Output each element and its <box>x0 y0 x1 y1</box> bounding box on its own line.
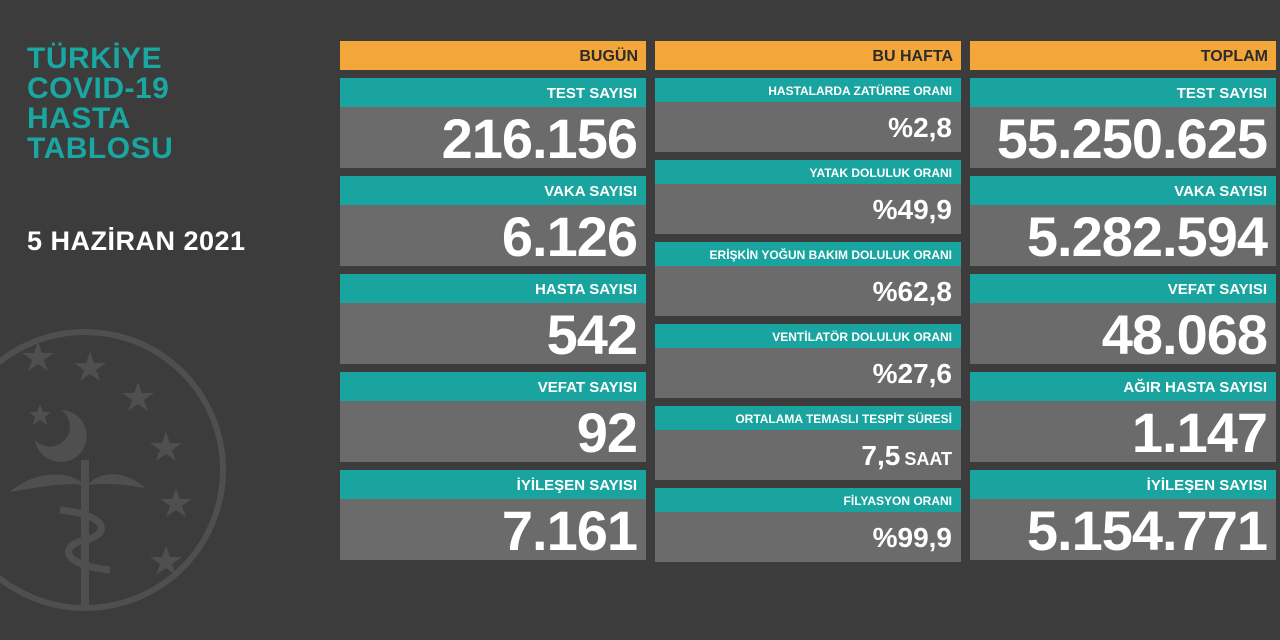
total-recovered-card: İYİLEŞEN SAYISI 5.154.771 <box>970 470 1276 562</box>
today-column: BUGÜN TEST SAYISI 216.156 VAKA SAYISI 6.… <box>340 41 646 562</box>
today-heading: BUGÜN <box>340 41 646 70</box>
total-test-card: TEST SAYISI 55.250.625 <box>970 78 1276 170</box>
week-filiation-card: FİLYASYON ORANI %99,9 <box>655 488 961 562</box>
card-label: YATAK DOLULUK ORANI <box>655 160 961 184</box>
total-heading: TOPLAM <box>970 41 1276 70</box>
title-line: TÜRKİYE <box>27 42 163 75</box>
today-patient-card: HASTA SAYISI 542 <box>340 274 646 366</box>
today-case-card: VAKA SAYISI 6.126 <box>340 176 646 268</box>
total-death-card: VEFAT SAYISI 48.068 <box>970 274 1276 366</box>
total-column: TOPLAM TEST SAYISI 55.250.625 VAKA SAYIS… <box>970 41 1276 562</box>
card-label: AĞIR HASTA SAYISI <box>970 372 1276 401</box>
card-value: 7.161 <box>340 499 646 562</box>
card-value: 5.282.594 <box>970 205 1276 268</box>
week-heading: BU HAFTA <box>655 41 961 70</box>
card-value: 542 <box>340 303 646 366</box>
page-title: TÜRKİYE COVID-19 HASTA TABLOSU <box>27 44 173 164</box>
report-date: 5 HAZİRAN 2021 <box>27 226 246 256</box>
card-value: %2,8 <box>655 102 961 152</box>
card-label: İYİLEŞEN SAYISI <box>970 470 1276 499</box>
card-label: HASTA SAYISI <box>340 274 646 303</box>
card-value: 7,5 SAAT <box>655 430 961 480</box>
card-label: VAKA SAYISI <box>340 176 646 205</box>
week-icu-occupancy-card: ERİŞKİN YOĞUN BAKIM DOLULUK ORANI %62,8 <box>655 242 961 316</box>
card-value: 5.154.771 <box>970 499 1276 562</box>
card-value: 216.156 <box>340 107 646 170</box>
week-bed-occupancy-card: YATAK DOLULUK ORANI %49,9 <box>655 160 961 234</box>
value-unit: SAAT <box>904 449 952 469</box>
today-test-card: TEST SAYISI 216.156 <box>340 78 646 170</box>
week-ventilator-card: VENTİLATÖR DOLULUK ORANI %27,6 <box>655 324 961 398</box>
card-value: 92 <box>340 401 646 464</box>
card-value: 48.068 <box>970 303 1276 366</box>
card-value: 1.147 <box>970 401 1276 464</box>
card-label: İYİLEŞEN SAYISI <box>340 470 646 499</box>
card-value: %27,6 <box>655 348 961 398</box>
week-column: BU HAFTA HASTALARDA ZATÜRRE ORANI %2,8 Y… <box>655 41 961 562</box>
card-value: 55.250.625 <box>970 107 1276 170</box>
card-value: %49,9 <box>655 184 961 234</box>
total-case-card: VAKA SAYISI 5.282.594 <box>970 176 1276 268</box>
card-label: ERİŞKİN YOĞUN BAKIM DOLULUK ORANI <box>655 242 961 266</box>
card-value: %99,9 <box>655 512 961 562</box>
ministry-of-health-emblem-icon <box>0 329 226 611</box>
card-label: TEST SAYISI <box>340 78 646 107</box>
today-recovered-card: İYİLEŞEN SAYISI 7.161 <box>340 470 646 562</box>
total-critical-card: AĞIR HASTA SAYISI 1.147 <box>970 372 1276 464</box>
card-label: TEST SAYISI <box>970 78 1276 107</box>
card-label: HASTALARDA ZATÜRRE ORANI <box>655 78 961 102</box>
card-label: VEFAT SAYISI <box>970 274 1276 303</box>
card-label: ORTALAMA TEMASLI TESPİT SÜRESİ <box>655 406 961 430</box>
week-pneumonia-card: HASTALARDA ZATÜRRE ORANI %2,8 <box>655 78 961 152</box>
card-label: FİLYASYON ORANI <box>655 488 961 512</box>
card-label: VEFAT SAYISI <box>340 372 646 401</box>
title-line: COVID-19 <box>27 72 170 105</box>
today-death-card: VEFAT SAYISI 92 <box>340 372 646 464</box>
card-value: %62,8 <box>655 266 961 316</box>
card-value: 6.126 <box>340 205 646 268</box>
card-label: VENTİLATÖR DOLULUK ORANI <box>655 324 961 348</box>
week-contact-time-card: ORTALAMA TEMASLI TESPİT SÜRESİ 7,5 SAAT <box>655 406 961 480</box>
card-label: VAKA SAYISI <box>970 176 1276 205</box>
title-line: HASTA <box>27 102 131 135</box>
value-number: 7,5 <box>861 440 901 471</box>
title-line: TABLOSU <box>27 132 174 165</box>
